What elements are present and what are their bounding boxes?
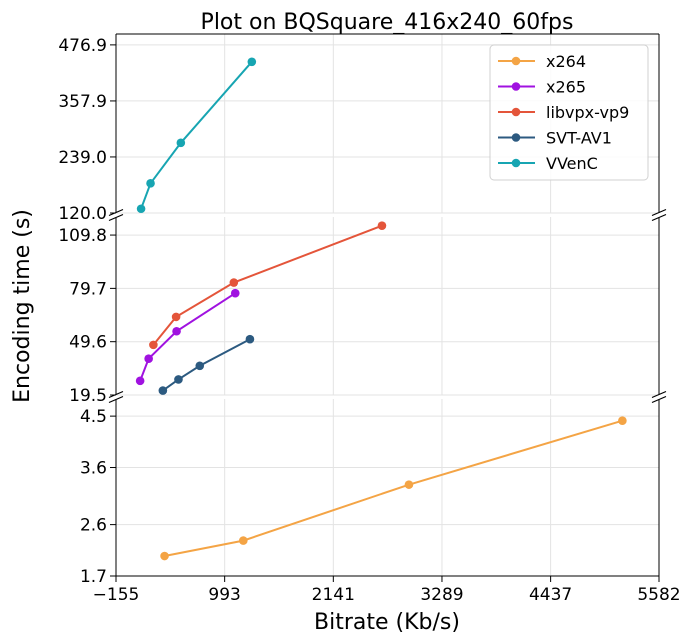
data-point <box>171 312 181 322</box>
axis-break-mark <box>108 213 124 222</box>
data-point <box>135 376 145 386</box>
x-tick-label: 3289 <box>420 585 463 605</box>
legend-label: libvpx-vp9 <box>546 103 629 122</box>
axis-break-mark <box>108 208 124 217</box>
series-SVT-AV1 <box>158 334 255 395</box>
series-VVenC <box>136 57 257 214</box>
data-point <box>146 179 155 188</box>
data-point <box>172 326 181 336</box>
data-point <box>377 221 387 230</box>
data-point <box>149 340 158 350</box>
legend-label: VVenC <box>546 154 598 173</box>
data-point <box>239 536 248 545</box>
legend-item: SVT-AV1 <box>498 129 612 148</box>
data-point <box>176 138 186 148</box>
data-point <box>230 288 240 298</box>
panel-0: 120.0 239.0 357.9 476.9 <box>58 33 660 224</box>
y-tick-label: 1.7 <box>80 567 107 587</box>
x-tick-label: 4437 <box>529 585 572 605</box>
legend-swatch-marker <box>511 56 521 66</box>
x-tick-label: 2141 <box>312 585 355 605</box>
legend-swatch-marker <box>511 158 521 168</box>
legend-item: x265 <box>498 78 586 97</box>
axis-break-mark <box>108 390 124 399</box>
series-line <box>164 419 623 557</box>
legend-frame <box>489 44 649 181</box>
y-tick-label: 476.9 <box>58 36 107 56</box>
y-tick-label: 2.6 <box>80 516 107 536</box>
data-point <box>195 361 205 371</box>
data-point <box>245 334 255 344</box>
legend-swatch-marker <box>511 133 521 142</box>
series-libvpx-vp9 <box>149 221 387 350</box>
data-point <box>229 278 239 287</box>
series-x264 <box>160 416 627 561</box>
axis-break-mark <box>651 208 667 217</box>
x-tick-label: −155 <box>93 585 140 605</box>
plot-panels: 120.0 239.0 357.9 476.9 19.5 49.6 79.7 109.8 1.7… <box>58 33 667 587</box>
chart-title: Plot on BQSquare_416x240_60fps <box>201 10 574 35</box>
panel-2: 1.7 2.6 3.6 4.5 <box>80 399 660 587</box>
axis-break-mark <box>651 213 667 222</box>
legend-swatch-marker <box>511 82 521 91</box>
y-tick-label: 4.5 <box>80 407 107 427</box>
series-x265 <box>135 288 240 386</box>
y-axis-title: Encoding time (s) <box>10 209 35 403</box>
y-tick-label: 3.6 <box>80 459 107 479</box>
series-line <box>162 338 251 392</box>
panel-1: 19.5 49.6 79.7 109.8 <box>58 217 660 406</box>
legend-item: x264 <box>498 52 586 71</box>
x-tick-label: 993 <box>208 585 240 605</box>
y-tick-label: 357.9 <box>58 92 107 112</box>
data-point <box>618 416 627 425</box>
legend-item: libvpx-vp9 <box>498 103 629 122</box>
legend: x264 x265 libvpx-vp9 SVT-AV1 VVenC <box>489 44 649 181</box>
y-tick-label: 49.6 <box>69 333 107 353</box>
data-point <box>404 480 414 489</box>
y-tick-label: 109.8 <box>58 226 107 246</box>
series-line <box>139 292 236 382</box>
y-tick-label: 79.7 <box>69 279 107 299</box>
data-point <box>160 551 169 561</box>
legend-label: SVT-AV1 <box>546 129 612 148</box>
legend-label: x264 <box>546 52 586 71</box>
legend-label: x265 <box>546 78 586 97</box>
y-tick-label: 19.5 <box>69 386 107 406</box>
legend-swatch-marker <box>511 107 521 117</box>
data-point <box>136 204 146 214</box>
y-tick-label: 120.0 <box>58 204 107 224</box>
axis-break-mark <box>108 395 124 404</box>
data-point <box>144 354 153 363</box>
y-tick-label: 239.0 <box>58 148 107 168</box>
series-line <box>140 61 253 210</box>
legend-item: VVenC <box>498 154 598 173</box>
data-point <box>247 57 257 67</box>
axis-break-mark <box>651 395 667 404</box>
data-point <box>158 386 168 395</box>
axis-break-mark <box>651 390 667 399</box>
x-axis: −155 993 2141 3289 4437 5582 <box>93 576 681 605</box>
data-point <box>174 375 183 384</box>
x-axis-title: Bitrate (Kb/s) <box>314 610 460 635</box>
series-line <box>152 224 383 346</box>
x-tick-label: 5582 <box>637 585 680 605</box>
